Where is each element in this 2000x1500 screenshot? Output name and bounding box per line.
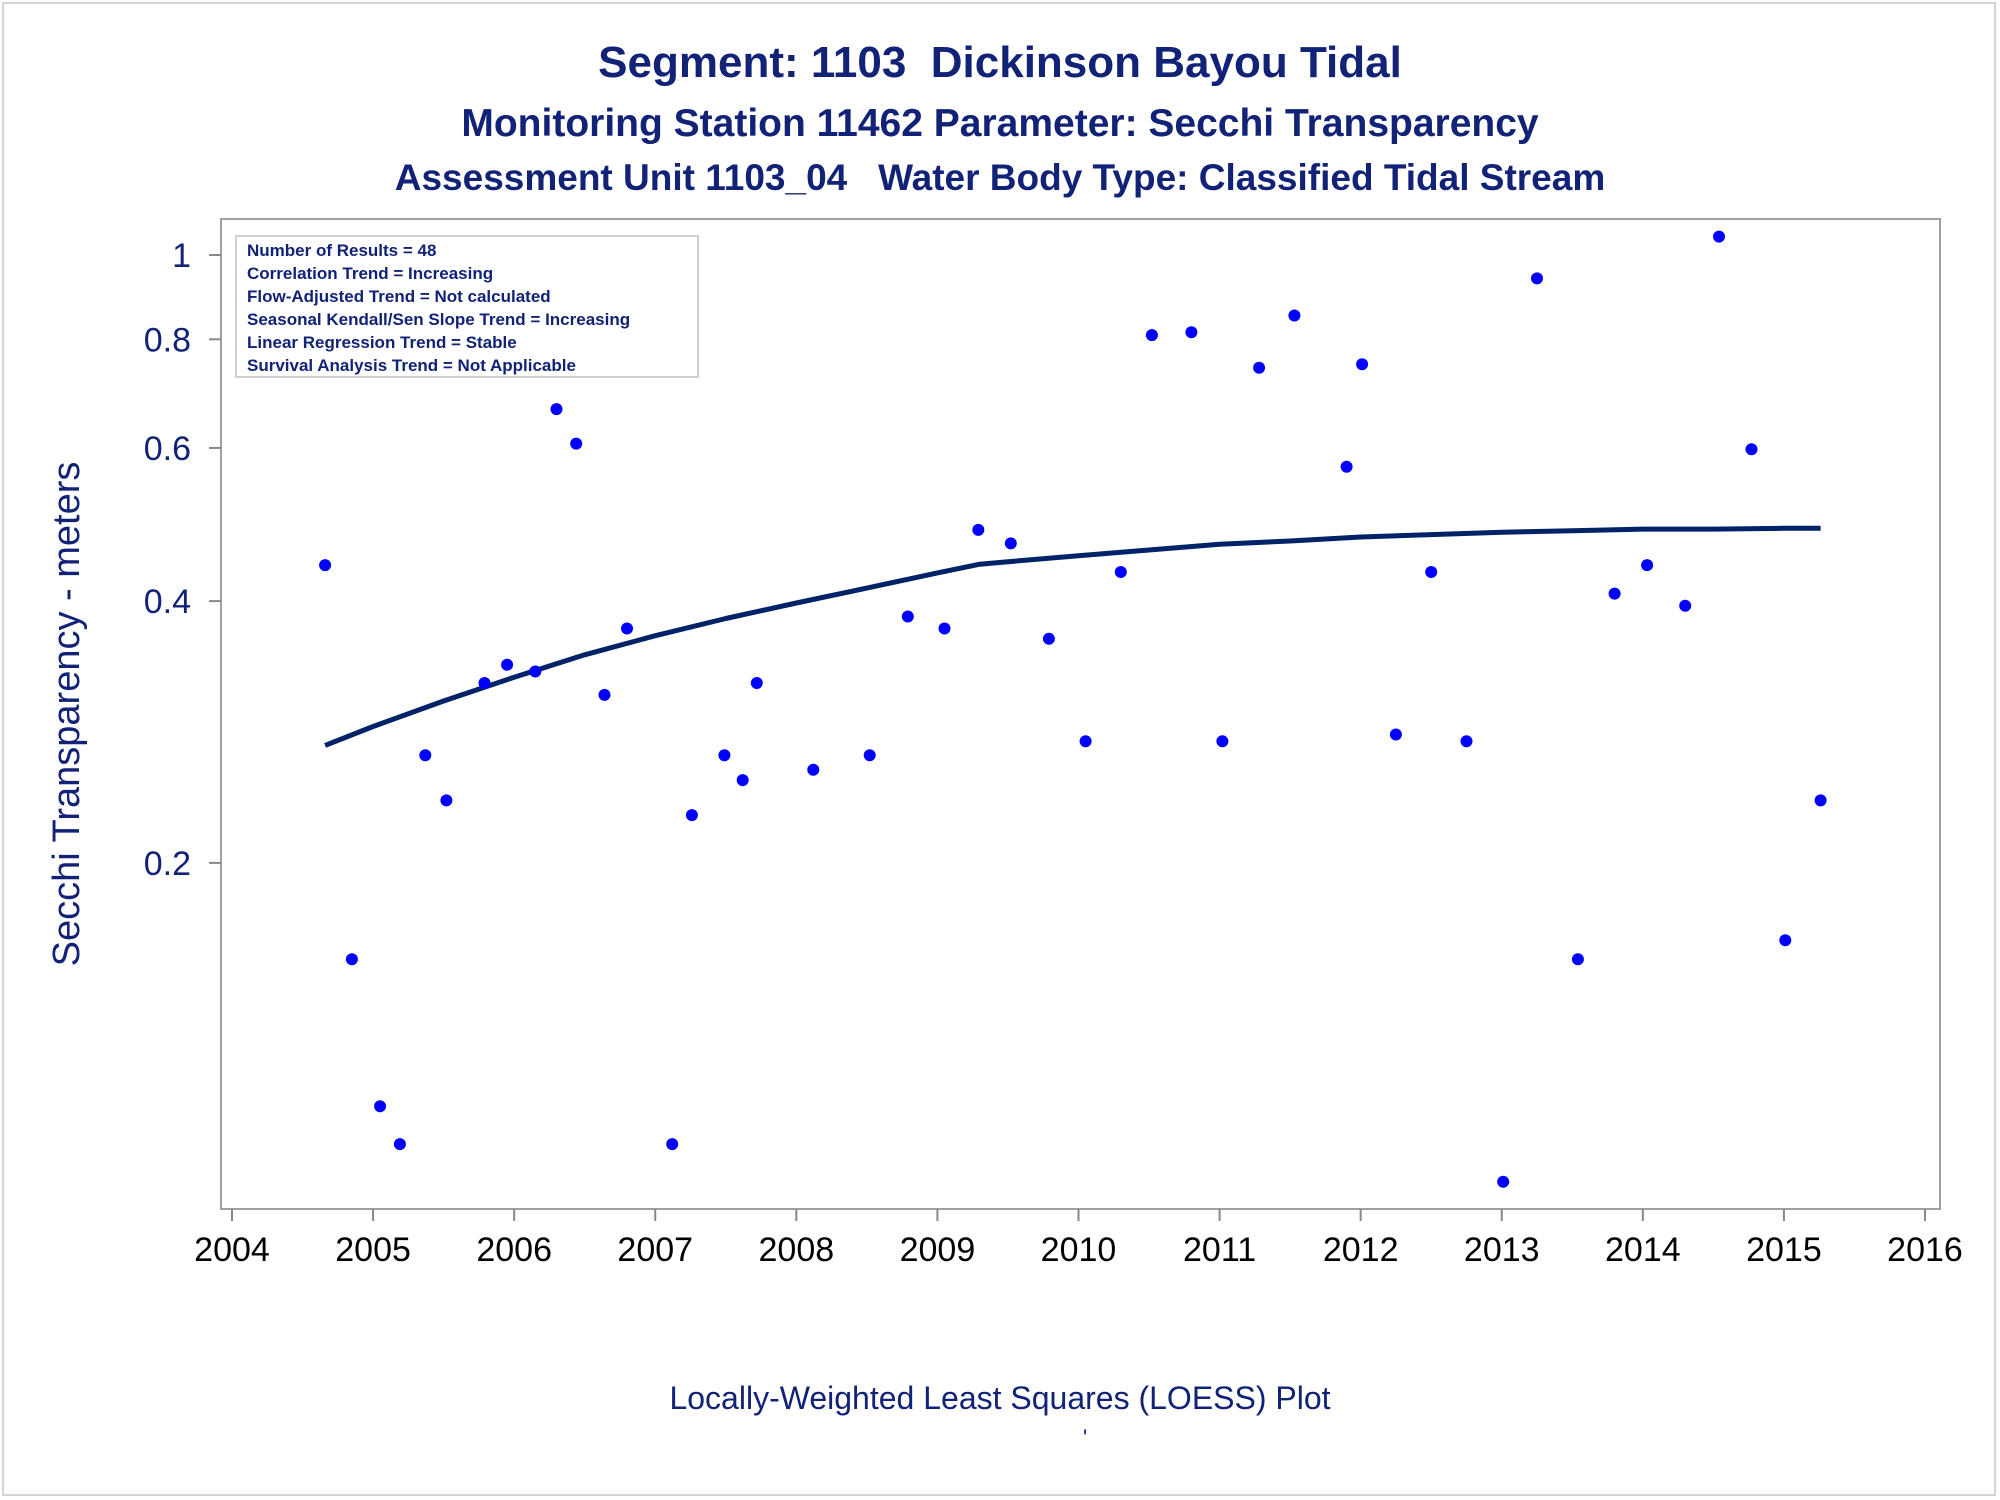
- x-tick-label: 2014: [1605, 1231, 1681, 1269]
- data-point: [718, 749, 731, 762]
- stats-line-flow-adjusted: Flow-Adjusted Trend = Not calculated: [247, 287, 551, 306]
- data-point: [807, 763, 820, 776]
- data-point: [1531, 272, 1543, 285]
- stats-legend-box: Number of Results = 48 Correlation Trend…: [235, 235, 699, 378]
- plot-frame: [220, 218, 1941, 1210]
- data-point: [621, 622, 633, 635]
- stats-line-linear-regression: Linear Regression Trend = Stable: [247, 333, 517, 352]
- data-point: [1340, 460, 1353, 473]
- y-tick-label: 0.6: [144, 430, 191, 468]
- chart-footnote: Locally-Weighted Least Squares (LOESS) P…: [669, 1380, 1331, 1416]
- data-point: [1004, 537, 1017, 550]
- data-point: [478, 677, 491, 689]
- x-tick-label: 2011: [1183, 1231, 1256, 1269]
- data-point: [1079, 735, 1092, 748]
- data-point: [1253, 361, 1266, 374]
- data-point: [1497, 1175, 1510, 1188]
- data-point: [1745, 443, 1758, 456]
- x-tick-label: 2016: [1887, 1231, 1963, 1269]
- data-point: [1185, 326, 1198, 339]
- stats-line-results: Number of Results = 48: [247, 241, 436, 260]
- footnote-mark: ': [1083, 1425, 1088, 1450]
- x-tick-label: 2010: [1041, 1231, 1117, 1269]
- data-point: [570, 437, 583, 450]
- data-point: [345, 953, 358, 966]
- data-point: [938, 622, 951, 635]
- data-point: [1389, 728, 1402, 741]
- plot-area: 2004 2005 2006 2007 2008 2009 2010 2011 2012 2013…: [46, 218, 1963, 1269]
- data-point: [863, 749, 876, 762]
- x-tick-label: 2009: [900, 1231, 976, 1269]
- data-point: [1356, 358, 1369, 371]
- x-tick-label: 2005: [335, 1231, 411, 1269]
- y-tick-label: 0.2: [144, 845, 191, 883]
- stats-line-survival: Survival Analysis Trend = Not Applicable: [247, 356, 576, 375]
- data-point: [393, 1138, 406, 1151]
- data-point: [1145, 329, 1158, 342]
- loess-trend-line: [324, 525, 1821, 748]
- data-point: [1042, 632, 1055, 645]
- data-point: [685, 809, 698, 822]
- data-point: [1288, 309, 1301, 322]
- data-point: [1679, 599, 1692, 612]
- data-point: [1571, 953, 1584, 966]
- data-point: [1814, 794, 1827, 807]
- data-point: [440, 794, 453, 807]
- data-point: [1641, 559, 1654, 572]
- x-tick-label: 2006: [476, 1231, 552, 1269]
- x-tick-label: 2008: [759, 1231, 835, 1269]
- data-point: [1460, 735, 1473, 748]
- x-tick-label: 2007: [617, 1231, 693, 1269]
- data-point: [972, 523, 985, 536]
- stats-box-border: [235, 235, 699, 378]
- data-point: [1216, 735, 1229, 748]
- stats-line-correlation: Correlation Trend = Increasing: [247, 264, 493, 283]
- x-tick-label: 2015: [1746, 1231, 1822, 1269]
- data-point: [736, 774, 749, 787]
- data-point: [374, 1100, 387, 1113]
- data-point: [501, 658, 514, 671]
- data-point: [1713, 230, 1725, 243]
- chart-subtitle-station: Monitoring Station 11462 Parameter: Secc…: [461, 102, 1539, 145]
- data-point: [598, 688, 611, 701]
- x-tick-label: 2012: [1323, 1231, 1399, 1269]
- chart-subtitle-assessment: Assessment Unit 1103_04 Water Body Type:…: [394, 157, 1606, 198]
- data-point: [750, 677, 763, 689]
- data-point: [901, 610, 914, 623]
- data-point: [666, 1138, 679, 1151]
- x-tick-label: 2013: [1464, 1231, 1540, 1269]
- y-tick-label: 1: [172, 237, 191, 275]
- data-point: [1608, 587, 1621, 600]
- chart-title: Segment: 1103 Dickinson Bayou Tidal: [598, 38, 1402, 87]
- y-axis-label: Secchi Transparency - meters: [46, 462, 88, 967]
- data-point: [1114, 566, 1127, 578]
- data-point: [529, 665, 542, 678]
- stats-line-seasonal-kendall: Seasonal Kendall/Sen Slope Trend = Incre…: [247, 310, 630, 329]
- data-point: [1425, 566, 1438, 578]
- x-tick-label: 2004: [194, 1231, 270, 1269]
- data-point: [319, 559, 332, 572]
- data-point: [550, 403, 563, 416]
- y-tick-label: 0.4: [144, 583, 191, 621]
- data-point: [1779, 934, 1792, 947]
- y-tick-label: 0.8: [144, 321, 191, 359]
- data-point: [419, 749, 432, 762]
